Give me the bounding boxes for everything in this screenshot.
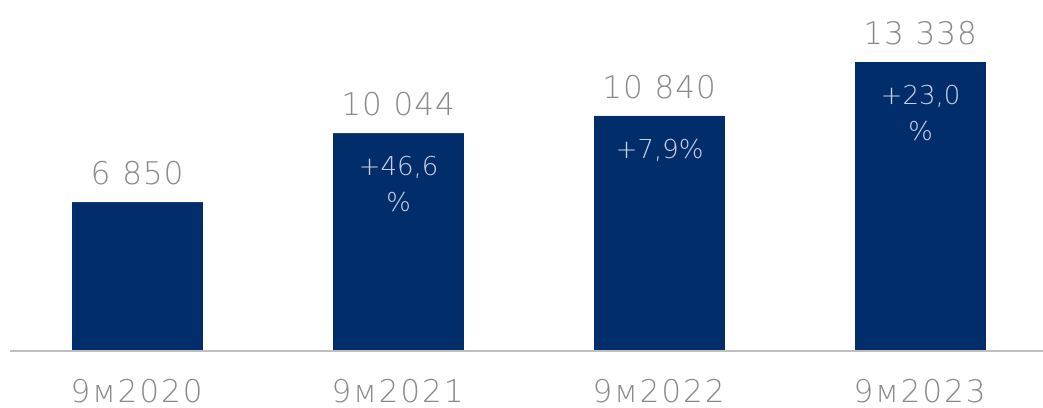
category-label-1: 9м2020 — [70, 374, 204, 408]
category-label-3: 9м2022 — [592, 374, 726, 408]
bar-1 — [72, 202, 203, 350]
growth-label-4-line-2: % — [908, 117, 933, 147]
bar-3 — [594, 115, 725, 350]
growth-labels-group: +46,6% +7,9% +23,0% — [359, 81, 961, 218]
growth-label-2-line-1: +46,6 — [359, 152, 439, 182]
bar-2 — [333, 133, 464, 350]
category-labels-group: 9м2020 9м2021 9м2022 9м2023 — [70, 374, 987, 408]
category-label-2: 9м2021 — [331, 374, 465, 408]
value-label-2: 10 044 — [341, 87, 455, 123]
growth-label-2-line-2: % — [386, 188, 411, 218]
value-label-3: 10 840 — [602, 70, 716, 106]
bars-group — [72, 62, 986, 350]
growth-label-4-line-1: +23,0 — [881, 81, 961, 111]
category-label-4: 9м2023 — [853, 374, 987, 408]
growth-label-3-line-1: +7,9% — [616, 135, 704, 165]
value-label-1: 6 850 — [91, 156, 185, 192]
bar-4 — [855, 62, 986, 350]
value-label-4: 13 338 — [863, 16, 977, 52]
value-labels-group: 6 850 10 044 10 840 13 338 — [91, 16, 977, 192]
